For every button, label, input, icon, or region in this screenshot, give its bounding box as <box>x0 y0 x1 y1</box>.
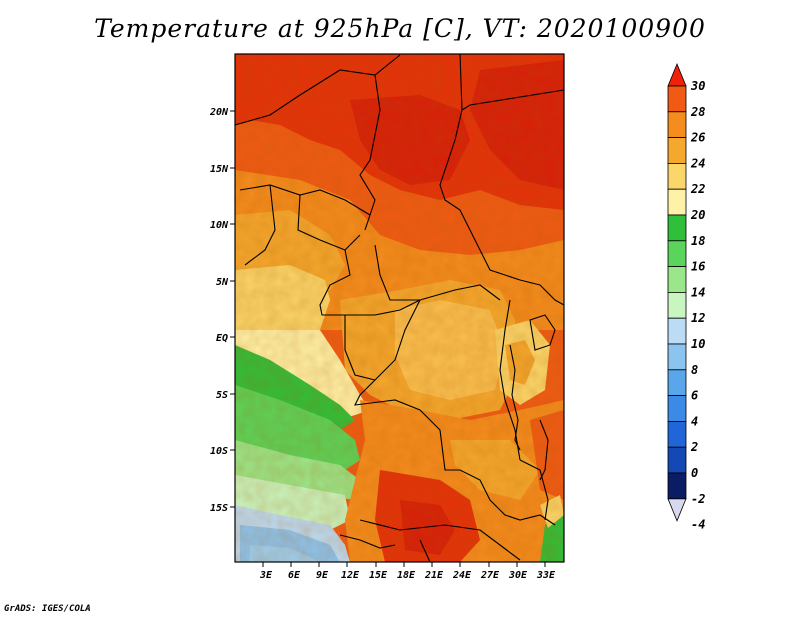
lon-label: 3E <box>259 570 273 581</box>
colorbar-label: 12 <box>691 311 705 325</box>
lat-label: 5S <box>216 390 228 401</box>
colorbar-label: 2 <box>690 440 698 454</box>
colorbar-label: 26 <box>690 131 705 145</box>
colorbar-swatch <box>667 137 687 164</box>
lon-label: 6E <box>288 570 301 581</box>
colorbar-label: 14 <box>691 285 705 299</box>
chart-title: Temperature at 925hPa [C], VT: 202010090… <box>94 14 706 43</box>
colorbar-label: 8 <box>691 363 698 377</box>
lon-label: 33E <box>536 570 556 581</box>
map-frame <box>234 53 565 563</box>
lon-label: 21E <box>424 570 444 581</box>
lat-label: 15S <box>210 503 228 514</box>
colorbar-swatch <box>667 111 687 139</box>
colorbar-label: -4 <box>691 518 705 532</box>
lon-label: 12E <box>341 570 360 581</box>
colorbar-swatch <box>667 162 687 190</box>
colorbar-swatch <box>667 446 687 474</box>
colorbar-label: 22 <box>690 182 705 196</box>
colorbar-label: 18 <box>691 234 705 248</box>
axis-ticks <box>230 110 546 567</box>
colorbar-label: 6 <box>691 389 698 403</box>
lon-label: 9E <box>316 570 329 581</box>
colorbar-label: 4 <box>691 414 698 428</box>
lat-label: 15N <box>210 164 229 175</box>
colorbar-label: 10 <box>691 337 705 351</box>
footer-credit: GrADS: IGES/COLA <box>4 604 91 614</box>
lon-label: 27E <box>480 570 500 581</box>
colorbar-label: 0 <box>691 466 698 480</box>
colorbar-swatch <box>667 343 687 371</box>
lon-label: 30E <box>508 570 528 581</box>
lat-label: EQ <box>216 333 228 344</box>
colorbar-label: -2 <box>691 492 705 506</box>
colorbar-swatch <box>667 291 687 319</box>
colorbar-swatch <box>667 266 687 293</box>
colorbar-swatch <box>667 369 687 396</box>
lon-label: 18E <box>397 570 416 581</box>
colorbar-label: 20 <box>690 208 705 222</box>
colorbar-bottom-triangle <box>667 498 687 522</box>
colorbar-swatch <box>667 420 687 448</box>
lat-label: 5N <box>216 277 229 288</box>
colorbar-swatch <box>667 240 687 268</box>
lon-label: 24E <box>452 570 472 581</box>
colorbar-swatch <box>667 85 687 113</box>
longitude-labels: 3E 6E 9E 12E 15E 18E 21E 24E 27E 30E 33E <box>259 570 556 581</box>
lat-label: 10S <box>210 446 228 457</box>
colorbar-swatch <box>667 395 687 422</box>
colorbar-top-triangle <box>667 62 687 87</box>
colorbar-label: 24 <box>690 156 705 170</box>
lat-label: 20N <box>209 107 229 118</box>
colorbar-label: 30 <box>690 79 705 93</box>
colorbar-swatch <box>667 472 687 500</box>
colorbar-label: 16 <box>691 260 705 274</box>
latitude-labels: 20N 15N 10N 5N EQ 5S 10S 15S <box>209 107 229 514</box>
country-borders <box>235 54 564 562</box>
colorbar-swatch <box>667 317 687 345</box>
colorbar-swatch <box>667 214 687 242</box>
lon-label: 15E <box>369 570 388 581</box>
colorbar-swatch <box>667 188 687 216</box>
lat-label: 10N <box>210 220 229 231</box>
colorbar-label: 28 <box>690 105 705 119</box>
temperature-field <box>235 54 564 562</box>
